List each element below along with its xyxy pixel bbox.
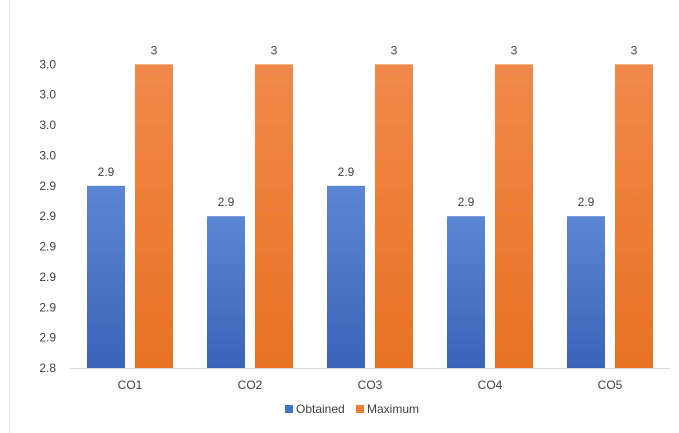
x-tick-label: CO3 <box>358 378 383 392</box>
y-tick-label: 3.0 <box>39 88 56 102</box>
x-tick-label: CO2 <box>238 378 263 392</box>
x-tick-label: CO1 <box>118 378 143 392</box>
y-tick-label: 2.8 <box>39 361 56 375</box>
data-label-obtained-co2: 2.9 <box>218 195 235 209</box>
y-tick-label: 3.0 <box>39 57 56 71</box>
bars <box>87 64 653 368</box>
data-label-maximum-co2: 3 <box>271 43 278 57</box>
y-tick-label: 2.9 <box>39 300 56 314</box>
bar-maximum-co2 <box>255 64 293 368</box>
legend-swatch-obtained <box>285 405 293 413</box>
bar-obtained-co2 <box>207 216 245 368</box>
data-label-maximum-co1: 3 <box>151 43 158 57</box>
y-tick-label: 2.9 <box>39 331 56 345</box>
data-label-obtained-co1: 2.9 <box>98 165 115 179</box>
legend-swatch-maximum <box>356 405 364 413</box>
data-label-obtained-co4: 2.9 <box>458 195 475 209</box>
data-labels: 2.9 3 2.9 3 2.9 3 2.9 3 2.9 3 <box>98 43 638 209</box>
x-axis: CO1 CO2 CO3 CO4 CO5 <box>70 368 670 392</box>
y-tick-label: 2.9 <box>39 179 56 193</box>
data-label-maximum-co5: 3 <box>631 43 638 57</box>
bar-obtained-co1 <box>87 185 125 368</box>
bar-obtained-co4 <box>447 216 485 368</box>
y-tick-label: 2.9 <box>39 209 56 223</box>
y-tick-label: 3.0 <box>39 118 56 132</box>
legend-label-maximum: Maximum <box>367 402 419 416</box>
legend-label-obtained: Obtained <box>296 402 345 416</box>
y-tick-label: 3.0 <box>39 148 56 162</box>
bar-obtained-co5 <box>567 216 605 368</box>
frame-left-border <box>9 0 10 433</box>
legend: Obtained Maximum <box>285 402 419 416</box>
data-label-obtained-co5: 2.9 <box>578 195 595 209</box>
data-label-maximum-co3: 3 <box>391 43 398 57</box>
bar-obtained-co3 <box>327 185 365 368</box>
y-axis: 2.8 2.9 2.9 2.9 2.9 2.9 2.9 3.0 3.0 3.0 3.0 <box>39 57 56 375</box>
bar-maximum-co3 <box>375 64 413 368</box>
x-tick-label: CO5 <box>598 378 623 392</box>
x-tick-label: CO4 <box>478 378 503 392</box>
bar-maximum-co5 <box>615 64 653 368</box>
data-label-maximum-co4: 3 <box>511 43 518 57</box>
data-label-obtained-co3: 2.9 <box>338 165 355 179</box>
y-tick-label: 2.9 <box>39 270 56 284</box>
bar-maximum-co4 <box>495 64 533 368</box>
y-tick-label: 2.9 <box>39 240 56 254</box>
bar-maximum-co1 <box>135 64 173 368</box>
